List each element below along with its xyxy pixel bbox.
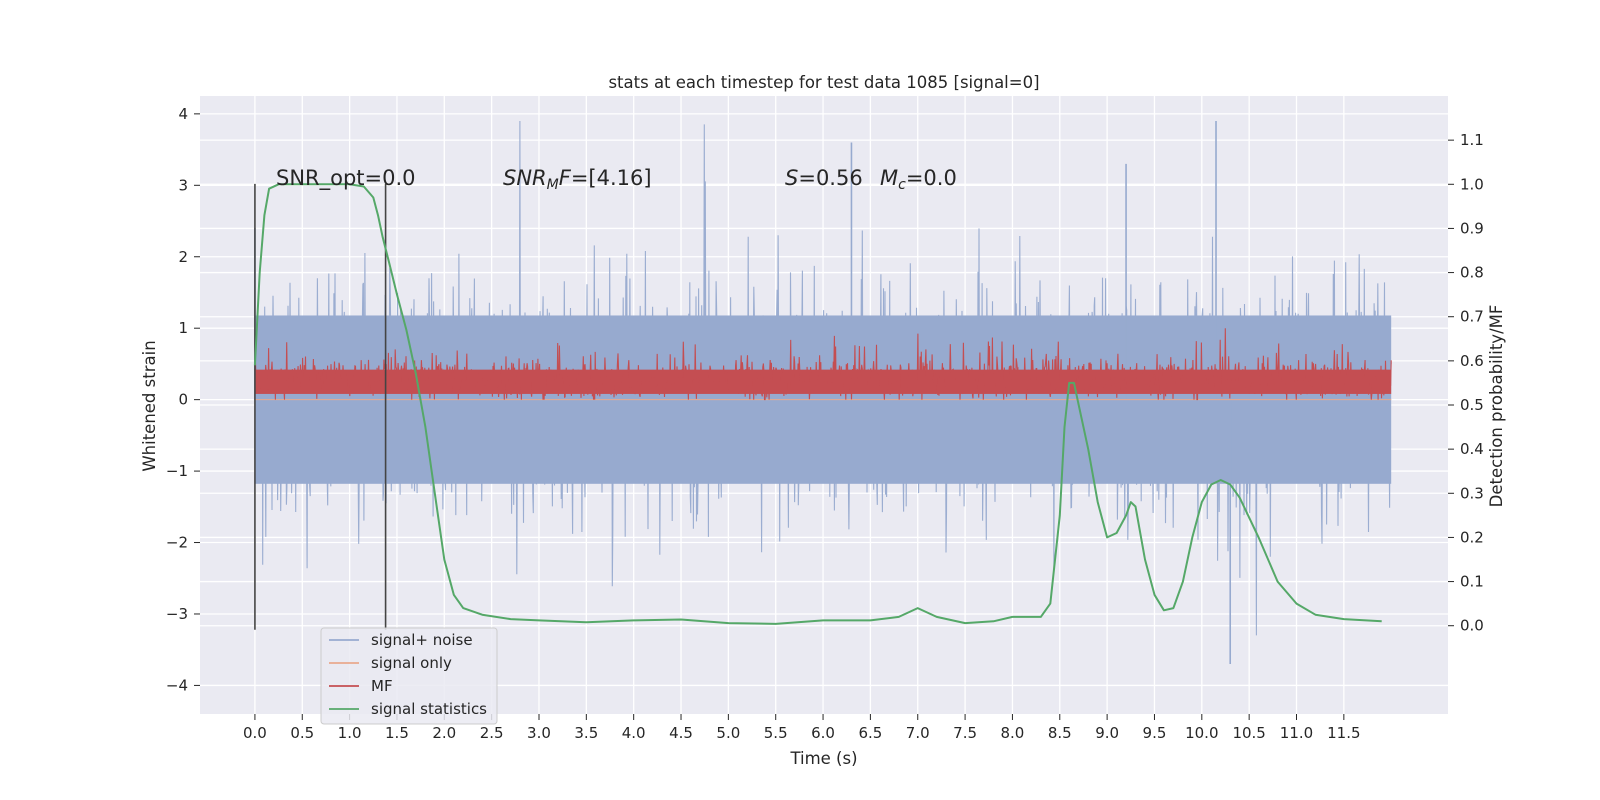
annotation-mc-sub: c bbox=[898, 177, 906, 193]
x-tick-label: 9.0 bbox=[1095, 724, 1119, 742]
x-tick-label: 9.5 bbox=[1143, 724, 1167, 742]
series-mf-line bbox=[254, 328, 1392, 401]
y-right-tick-label: 0.9 bbox=[1460, 219, 1484, 237]
y-right-tick-label: 0.1 bbox=[1460, 573, 1484, 591]
annotation-mc-name: M bbox=[880, 166, 898, 190]
annotation-s-value: =0.56 bbox=[798, 166, 862, 190]
y-right-tick-label: 0.8 bbox=[1460, 264, 1484, 282]
axes-layer: 0.0 0.5 1.0 1.5 2.0 2.5 3.0 3.5 4.0 4.5 5.0 5.5 6.0 6… bbox=[166, 105, 1484, 742]
annotation-snr-mf-name: SNR bbox=[503, 166, 547, 190]
y-left-tick-label: −3 bbox=[166, 605, 188, 623]
x-tick-label: 3.0 bbox=[527, 724, 551, 742]
y-right-tick-label: 1.1 bbox=[1460, 131, 1484, 149]
legend-label-signal-statistics: signal statistics bbox=[371, 700, 487, 718]
y-right-tick-label: 0.0 bbox=[1460, 617, 1484, 635]
x-tick-label: 6.5 bbox=[858, 724, 882, 742]
y-axis-left-label: Whitened strain bbox=[140, 340, 159, 471]
x-tick-label: 5.0 bbox=[716, 724, 740, 742]
y-axis-right-label: Detection probability/MF bbox=[1487, 305, 1506, 508]
y-left-tick-label: 0 bbox=[178, 391, 188, 409]
y-left-tick-label: 1 bbox=[178, 319, 188, 337]
annotation-snr-mf-sub: M bbox=[547, 177, 559, 193]
x-tick-label: 8.0 bbox=[1001, 724, 1025, 742]
x-tick-label: 1.5 bbox=[385, 724, 409, 742]
x-tick-label: 8.5 bbox=[1048, 724, 1072, 742]
x-tick-label: 3.5 bbox=[574, 724, 598, 742]
y-left-tick-label: −4 bbox=[166, 676, 188, 694]
y-right-tick-label: 0.6 bbox=[1460, 352, 1484, 370]
annotation-snr-opt: SNR_opt=0.0 bbox=[276, 166, 416, 191]
x-axis-label: Time (s) bbox=[789, 749, 857, 768]
y-right-tick-label: 0.5 bbox=[1460, 396, 1484, 414]
y-right-tick-label: 0.4 bbox=[1460, 440, 1484, 458]
y-right-tick-label: 0.7 bbox=[1460, 308, 1484, 326]
y-left-tick-label: −2 bbox=[166, 534, 188, 552]
x-tick-label: 11.5 bbox=[1327, 724, 1360, 742]
x-tick-label: 5.5 bbox=[764, 724, 788, 742]
y-left-tick-label: 3 bbox=[178, 176, 188, 194]
annotations: SNR_opt=0.0 SNRMF=[4.16] S=0.56 Mc=0.0 bbox=[276, 166, 957, 193]
y-right-tick-label: 0.2 bbox=[1460, 528, 1484, 546]
x-tick-label: 10.5 bbox=[1232, 724, 1265, 742]
legend-label-signal-only: signal only bbox=[371, 654, 452, 672]
legend: signal+ noise signal only MF signal stat… bbox=[320, 627, 498, 725]
x-tick-label: 4.5 bbox=[669, 724, 693, 742]
y-right-tick-label: 1.0 bbox=[1460, 175, 1484, 193]
annotation-snr-mf: SNRMF=[4.16] bbox=[503, 166, 652, 193]
annotation-snr-mf-sub2: F bbox=[559, 166, 572, 190]
y-right-tick-label: 0.3 bbox=[1460, 484, 1484, 502]
x-tick-label: 4.0 bbox=[622, 724, 646, 742]
annotation-s-name: S bbox=[785, 166, 798, 190]
x-tick-label: 2.5 bbox=[480, 724, 504, 742]
x-tick-label: 2.0 bbox=[432, 724, 456, 742]
x-tick-label: 1.0 bbox=[338, 724, 362, 742]
x-tick-label: 0.0 bbox=[243, 724, 267, 742]
x-tick-label: 7.0 bbox=[906, 724, 930, 742]
series-layer bbox=[253, 120, 1392, 664]
series-signal-statistics-line bbox=[253, 183, 1382, 625]
y-left-tick-label: 2 bbox=[178, 248, 188, 266]
x-tick-label: 10.0 bbox=[1185, 724, 1218, 742]
annotation-s: S=0.56 bbox=[785, 166, 863, 190]
chart-title: stats at each timestep for test data 108… bbox=[608, 73, 1039, 92]
y-left-tick-label: −1 bbox=[166, 462, 188, 480]
legend-label-signal-noise: signal+ noise bbox=[371, 631, 473, 649]
legend-frame bbox=[320, 627, 498, 725]
x-tick-label: 11.0 bbox=[1280, 724, 1313, 742]
annotation-mc: Mc=0.0 bbox=[880, 166, 957, 193]
legend-label-mf: MF bbox=[371, 677, 393, 695]
y-left-tick-label: 4 bbox=[178, 105, 188, 123]
x-tick-label: 0.5 bbox=[290, 724, 314, 742]
annotation-snr-mf-value: =[4.16] bbox=[571, 166, 652, 190]
x-tick-label: 6.0 bbox=[811, 724, 835, 742]
x-tick-label: 7.5 bbox=[953, 724, 977, 742]
annotation-mc-value: =0.0 bbox=[906, 166, 957, 190]
